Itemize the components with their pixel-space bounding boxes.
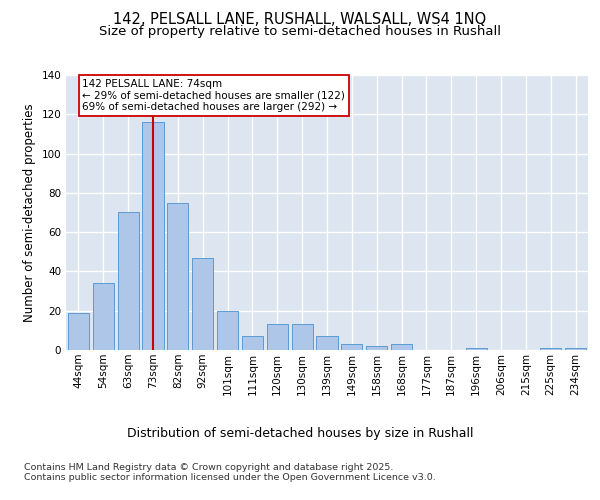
Bar <box>366 346 387 350</box>
Bar <box>540 348 561 350</box>
Bar <box>93 283 114 350</box>
Bar <box>341 344 362 350</box>
Bar <box>192 258 213 350</box>
Text: Contains HM Land Registry data © Crown copyright and database right 2025.
Contai: Contains HM Land Registry data © Crown c… <box>24 462 436 482</box>
Bar <box>565 348 586 350</box>
Text: 142, PELSALL LANE, RUSHALL, WALSALL, WS4 1NQ: 142, PELSALL LANE, RUSHALL, WALSALL, WS4… <box>113 12 487 28</box>
Bar <box>217 310 238 350</box>
Bar <box>68 312 89 350</box>
Bar <box>391 344 412 350</box>
Bar <box>242 336 263 350</box>
Bar <box>466 348 487 350</box>
Text: 142 PELSALL LANE: 74sqm
← 29% of semi-detached houses are smaller (122)
69% of s: 142 PELSALL LANE: 74sqm ← 29% of semi-de… <box>82 79 345 112</box>
Bar <box>267 324 288 350</box>
Y-axis label: Number of semi-detached properties: Number of semi-detached properties <box>23 103 36 322</box>
Bar <box>167 202 188 350</box>
Text: Size of property relative to semi-detached houses in Rushall: Size of property relative to semi-detach… <box>99 25 501 38</box>
Bar <box>142 122 164 350</box>
Bar <box>316 336 338 350</box>
Text: Distribution of semi-detached houses by size in Rushall: Distribution of semi-detached houses by … <box>127 428 473 440</box>
Bar <box>292 324 313 350</box>
Bar <box>118 212 139 350</box>
